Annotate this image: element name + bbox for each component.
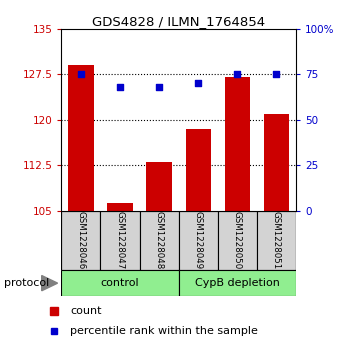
Bar <box>225 77 250 211</box>
Bar <box>107 203 133 211</box>
Text: GSM1228050: GSM1228050 <box>233 211 242 270</box>
Point <box>195 81 201 86</box>
Polygon shape <box>42 276 58 291</box>
Bar <box>147 162 172 211</box>
Point <box>117 84 123 90</box>
Text: count: count <box>70 306 102 316</box>
Point <box>234 70 240 76</box>
Bar <box>179 211 218 270</box>
Text: GSM1228051: GSM1228051 <box>272 211 281 270</box>
Text: percentile rank within the sample: percentile rank within the sample <box>70 326 258 337</box>
Point <box>78 72 84 77</box>
Bar <box>218 211 257 270</box>
Bar <box>186 129 211 211</box>
Bar <box>140 211 179 270</box>
Text: control: control <box>101 278 139 288</box>
Title: GDS4828 / ILMN_1764854: GDS4828 / ILMN_1764854 <box>92 15 265 28</box>
Bar <box>257 211 296 270</box>
Point <box>156 84 162 90</box>
Bar <box>264 114 289 211</box>
Bar <box>61 211 100 270</box>
Text: protocol: protocol <box>4 278 49 288</box>
Text: GSM1228048: GSM1228048 <box>155 211 164 270</box>
Bar <box>68 65 93 211</box>
Point <box>274 72 279 77</box>
Text: GSM1228049: GSM1228049 <box>194 211 203 270</box>
Text: CypB depletion: CypB depletion <box>195 278 280 288</box>
Bar <box>100 211 140 270</box>
Text: GSM1228047: GSM1228047 <box>116 211 125 270</box>
Bar <box>179 270 296 296</box>
Bar <box>61 270 179 296</box>
Text: GSM1228046: GSM1228046 <box>77 211 86 270</box>
